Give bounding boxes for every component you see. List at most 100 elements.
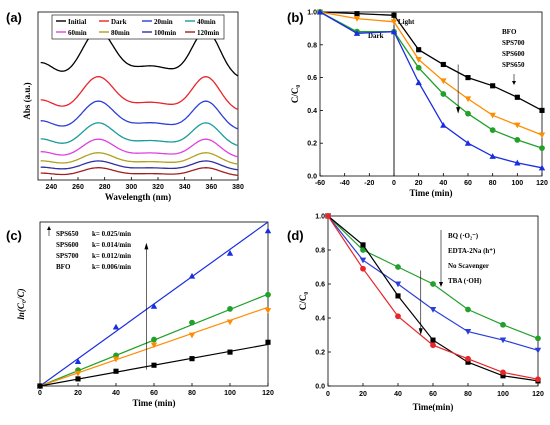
series-sps650 — [316, 8, 546, 171]
trend-arrowhead — [418, 328, 423, 335]
data-point — [353, 30, 361, 36]
data-point — [539, 107, 545, 113]
data-point — [390, 19, 398, 26]
x-tick-label: 340 — [179, 184, 191, 191]
legend-entry: SPS700 — [502, 39, 525, 47]
data-point — [395, 264, 401, 270]
spectrum-line-100min — [40, 160, 239, 171]
x-tick-label: 100 — [511, 180, 523, 187]
legend-arrowhead — [439, 282, 443, 287]
data-point — [394, 281, 402, 288]
x-tick-label: 80 — [188, 390, 196, 397]
data-point — [490, 83, 496, 89]
panel-a: (a) 240 260 280 300 320 340 360 380 Wavelength (n… — [6, 10, 244, 202]
x-tick-label: 120 — [532, 391, 544, 398]
data-point — [75, 376, 81, 382]
x-tick-label: -60 — [315, 180, 325, 187]
x-axis-label: Time (min) — [409, 188, 452, 198]
data-point — [465, 75, 471, 81]
plot-frame — [319, 11, 543, 177]
data-point — [416, 47, 422, 53]
legend-entry-k: k= 0.006/min — [92, 263, 131, 271]
x-tick-label: 300 — [125, 184, 137, 191]
x-axis-label: Time(min) — [413, 402, 454, 412]
legend-entry: 80min — [111, 29, 130, 37]
y-axis-label: ln(C₀/C) — [16, 288, 26, 319]
legend-entry-k: k= 0.014/min — [92, 241, 131, 249]
data-point — [514, 159, 521, 166]
panel-b: (b) -60 -40 -20 0 20 40 60 80 100 120 0.0 0.2 0.4 0.6 0… — [287, 8, 548, 198]
legend-entry: 20min — [154, 18, 173, 26]
x-tick-label: 0 — [326, 391, 330, 398]
spectrum-line-40min — [40, 122, 239, 147]
y-tick-label: 1.0 — [315, 214, 325, 221]
panel-c: (c) 0 20 40 60 80 100 120 Time (min) ln(C₀/C) SPS6… — [6, 221, 274, 408]
series-3 — [325, 213, 541, 383]
x-tick-label: 280 — [99, 184, 111, 191]
spectrum-line-dark — [40, 76, 239, 111]
trend-arrowhead — [456, 107, 461, 114]
x-tick-label: 0 — [38, 390, 42, 397]
data-point — [499, 337, 507, 344]
data-point — [264, 308, 272, 314]
legend: BQ (·O₂⁻) EDTA-2Na (h⁺) No Scavenger TBA (·… — [439, 230, 496, 287]
data-point — [500, 373, 506, 379]
x-tick-label: 60 — [150, 390, 158, 397]
legend-entry: No Scavenger — [448, 262, 489, 270]
data-point — [440, 121, 447, 128]
data-point — [464, 96, 472, 103]
x-tick-label: 20 — [74, 390, 82, 397]
y-tick-label: 0.0 — [315, 384, 325, 391]
panel-label: (a) — [6, 10, 22, 25]
data-point — [354, 11, 360, 17]
x-tick-label: 260 — [72, 184, 84, 191]
data-point — [189, 356, 195, 362]
data-point — [226, 249, 234, 256]
x-tick-label: 240 — [45, 184, 57, 191]
data-point — [415, 64, 422, 71]
x-axis-label: Wavelength (nm) — [105, 192, 171, 202]
data-point — [465, 359, 471, 365]
data-point — [539, 145, 545, 151]
y-tick-label: 0.0 — [307, 174, 317, 181]
data-point — [150, 302, 158, 309]
data-point — [227, 349, 233, 355]
data-point — [265, 291, 271, 298]
dark-label: Dark — [368, 32, 384, 40]
data-point — [74, 358, 82, 364]
x-axis-label: Time (min) — [132, 398, 175, 408]
spectrum-line-80min — [40, 152, 239, 165]
legend-entry-name: SPS700 — [56, 252, 79, 260]
legend-entry: 40min — [197, 18, 216, 26]
legend-entry: TBA (·OH) — [448, 277, 482, 285]
legend-entry: Initial — [68, 18, 86, 26]
x-tick-label: -20 — [364, 180, 374, 187]
y-tick-label: 0.2 — [307, 141, 317, 148]
panel-label: (c) — [6, 228, 22, 243]
legend-entry-k: k= 0.012/min — [92, 252, 131, 260]
x-tick-label: 100 — [224, 390, 236, 397]
legend-entry: 100min — [154, 29, 176, 37]
trend-arrowhead — [144, 242, 149, 250]
legend-entry: EDTA-2Na (h⁺) — [448, 247, 496, 255]
legend-entry: BFO — [502, 28, 517, 36]
panel-d: (d) 0 20 40 60 80 100 120 0.0 0.2 0.4 0.6 0.8 1.0 Time… — [287, 213, 544, 412]
data-point — [440, 78, 447, 85]
legend: BFO SPS700 SPS600 SPS650 — [502, 28, 525, 85]
data-point — [534, 347, 542, 354]
spectrum-line-20min — [40, 100, 239, 130]
legend-entry: 120min — [197, 29, 219, 37]
data-point — [489, 112, 496, 119]
y-axis-label: Abs (a.u.) — [22, 82, 32, 119]
legend-entry: SPS600 — [502, 50, 525, 58]
data-point — [112, 356, 120, 363]
data-point — [37, 383, 43, 389]
y-tick-label: 1.0 — [307, 10, 317, 17]
data-point — [415, 79, 422, 86]
data-point — [360, 265, 366, 272]
legend-entry: BQ (·O₂⁻) — [448, 232, 479, 240]
data-point — [489, 153, 496, 159]
legend: SPS650 k= 0.025/min SPS600 k= 0.014/min SPS7… — [47, 226, 131, 271]
data-point — [112, 323, 120, 330]
